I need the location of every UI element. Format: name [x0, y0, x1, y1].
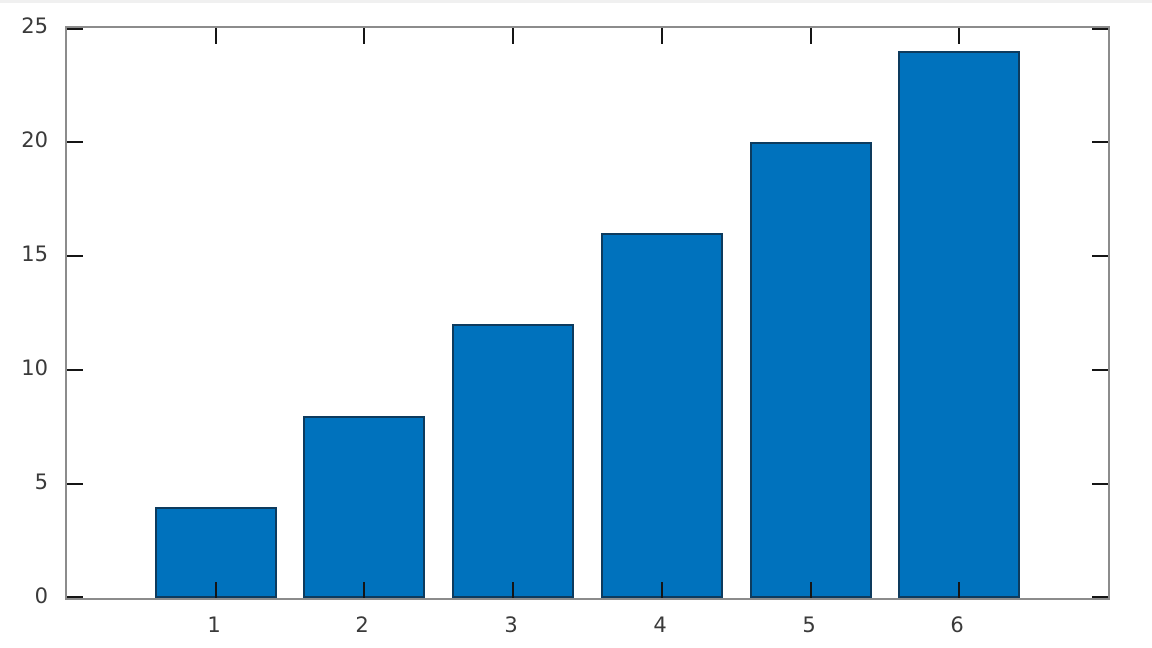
y-axis-tick-label: 20 — [21, 128, 48, 152]
y-axis-tick-label: 5 — [34, 470, 48, 494]
bar — [303, 416, 425, 598]
x-tick-mark-bottom — [810, 582, 812, 598]
x-tick-mark-top — [363, 28, 365, 44]
y-axis-tick-label: 0 — [34, 584, 48, 608]
y-tick-mark-right — [1092, 369, 1108, 371]
y-axis-tick-label: 25 — [21, 14, 48, 38]
y-tick-mark-right — [1092, 596, 1108, 598]
x-tick-mark-top — [512, 28, 514, 44]
bar — [601, 233, 723, 598]
x-tick-mark-bottom — [363, 582, 365, 598]
y-axis-tick-label: 10 — [21, 356, 48, 380]
bar — [898, 51, 1020, 598]
y-tick-mark-left — [67, 596, 83, 598]
y-tick-mark-left — [67, 141, 83, 143]
x-tick-mark-top — [958, 28, 960, 44]
y-tick-mark-left — [67, 28, 83, 30]
x-axis-tick-label: 3 — [504, 613, 518, 637]
x-axis-tick-label: 6 — [950, 613, 964, 637]
x-axis-tick-label: 2 — [355, 613, 369, 637]
y-tick-mark-right — [1092, 28, 1108, 30]
y-tick-mark-left — [67, 255, 83, 257]
y-tick-mark-right — [1092, 141, 1108, 143]
y-tick-mark-right — [1092, 483, 1108, 485]
x-axis-tick-label: 4 — [653, 613, 667, 637]
y-tick-mark-left — [67, 483, 83, 485]
x-tick-mark-top — [661, 28, 663, 44]
bar — [750, 142, 872, 598]
x-tick-mark-top — [215, 28, 217, 44]
x-axis-tick-label: 5 — [802, 613, 816, 637]
window-top-edge — [0, 0, 1152, 3]
x-tick-mark-bottom — [661, 582, 663, 598]
x-tick-mark-bottom — [215, 582, 217, 598]
y-tick-mark-left — [67, 369, 83, 371]
x-tick-mark-top — [810, 28, 812, 44]
y-tick-mark-right — [1092, 255, 1108, 257]
x-tick-mark-bottom — [958, 582, 960, 598]
x-axis-tick-label: 1 — [207, 613, 221, 637]
bar — [452, 324, 574, 598]
y-axis-tick-label: 15 — [21, 242, 48, 266]
x-tick-mark-bottom — [512, 582, 514, 598]
plot-area — [65, 26, 1110, 600]
